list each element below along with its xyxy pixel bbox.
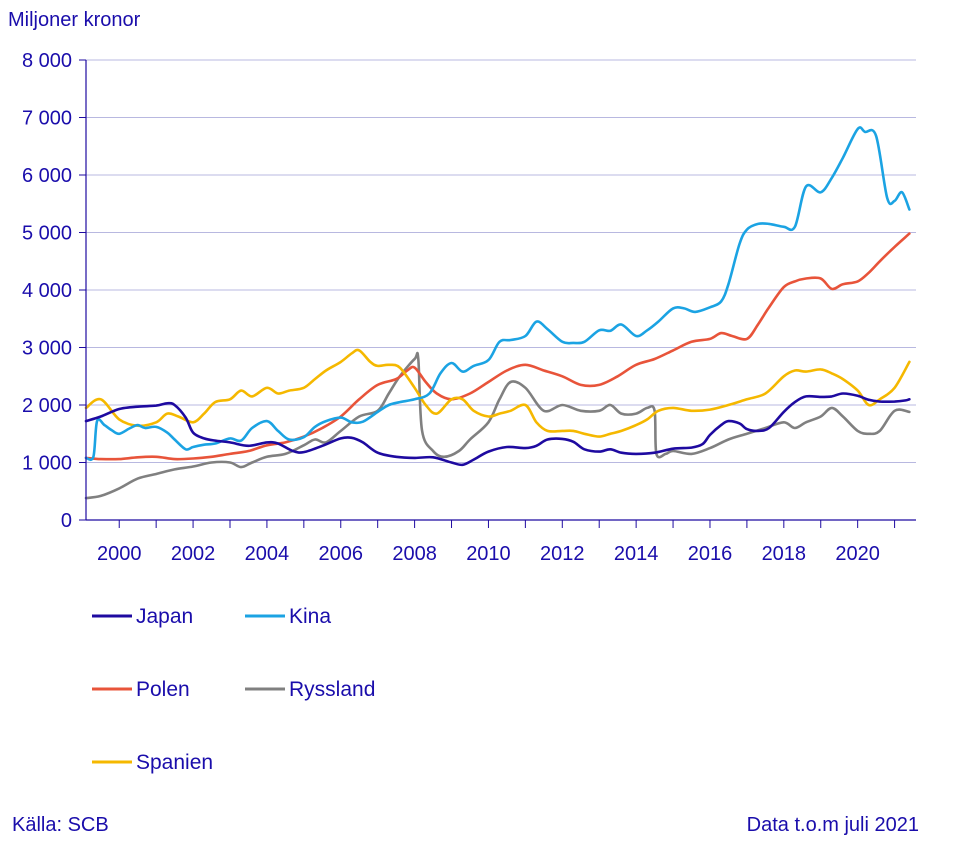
y-tick-label: 1 000 <box>22 453 72 475</box>
legend-label: Kina <box>289 605 331 628</box>
legend-item-ryssland: Ryssland <box>245 678 375 701</box>
y-tick-label: 5 000 <box>22 223 72 245</box>
x-tick-label: 2006 <box>319 543 364 565</box>
legend-label: Polen <box>136 678 190 701</box>
y-tick-label: 7 000 <box>22 108 72 130</box>
y-axis-unit-label: Miljoner kronor <box>8 9 141 31</box>
axes <box>79 59 916 528</box>
series-line-polen <box>84 232 911 461</box>
x-tick-label: 2002 <box>171 543 216 565</box>
tick-labels: 0 1 000 2 000 3 000 4 000 5 000 6 000 7 000 8 00… <box>22 50 880 565</box>
x-tick-label: 2012 <box>540 543 585 565</box>
series-line-spanien <box>84 348 911 438</box>
x-tick-label: 2008 <box>392 543 437 565</box>
legend-label: Japan <box>136 605 193 628</box>
y-tick-label: 2 000 <box>22 395 72 417</box>
series-line-ryssland <box>84 351 911 500</box>
y-tick-label: 4 000 <box>22 280 72 302</box>
y-tick-label: 8 000 <box>22 50 72 72</box>
legend-label: Ryssland <box>289 678 375 701</box>
legend-item-japan: Japan <box>92 605 193 628</box>
x-tick-label: 2000 <box>97 543 142 565</box>
data-date-note: Data t.o.m juli 2021 <box>746 814 919 836</box>
legend-item-kina: Kina <box>245 605 331 628</box>
y-tick-label: 3 000 <box>22 338 72 360</box>
x-tick-label: 2016 <box>688 543 733 565</box>
series-line-kina <box>84 126 911 462</box>
legend-item-polen: Polen <box>92 678 190 701</box>
source-note: Källa: SCB <box>12 814 109 836</box>
legend-label: Spanien <box>136 751 213 774</box>
x-tick-label: 2018 <box>762 543 807 565</box>
legend: Japan Kina Polen Ryssland Spanien <box>92 605 375 774</box>
y-tick-label: 6 000 <box>22 165 72 187</box>
x-tick-label: 2020 <box>835 543 880 565</box>
x-tick-label: 2014 <box>614 543 659 565</box>
y-tick-label: 0 <box>61 510 72 532</box>
x-tick-label: 2010 <box>466 543 511 565</box>
gridlines <box>86 59 916 463</box>
x-tick-label: 2004 <box>245 543 290 565</box>
series-line-japan <box>84 392 911 467</box>
legend-item-spanien: Spanien <box>92 751 213 774</box>
series-lines <box>84 126 911 500</box>
